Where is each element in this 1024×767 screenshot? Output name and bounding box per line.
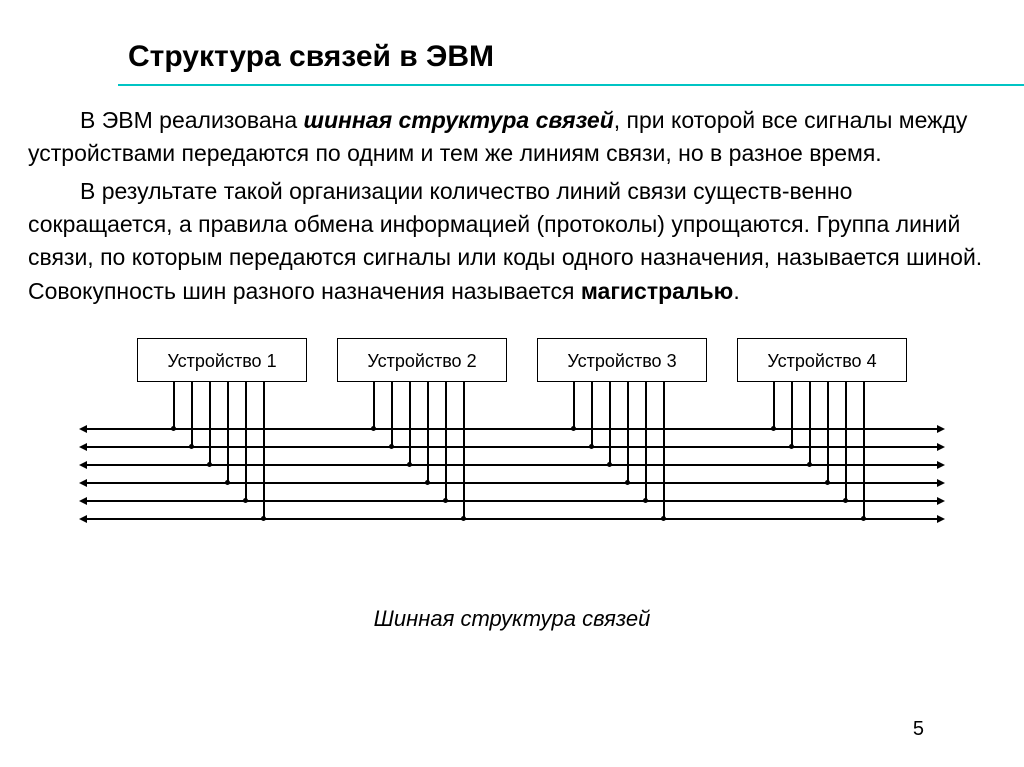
connector-dot-2-3: [407, 462, 412, 467]
paragraph-1: В ЭВМ реализована шинная структура связе…: [28, 104, 996, 171]
connector-dot-2-5: [443, 498, 448, 503]
device-box-3: Устройство 3: [537, 338, 707, 382]
connector-4-1: [773, 382, 775, 428]
connector-1-3: [209, 382, 211, 464]
connector-dot-2-2: [389, 444, 394, 449]
connector-dot-2-4: [425, 480, 430, 485]
p2-pre: В результате такой организации количеств…: [28, 178, 982, 304]
connector-2-4: [427, 382, 429, 482]
connector-dot-4-1: [771, 426, 776, 431]
connector-3-3: [609, 382, 611, 464]
bus-line-5: [87, 500, 937, 502]
body-text: В ЭВМ реализована шинная структура связе…: [28, 104, 996, 308]
p2-post: .: [733, 278, 739, 304]
connector-dot-3-6: [661, 516, 666, 521]
diagram-caption: Шинная структура связей: [28, 606, 996, 632]
connector-3-5: [645, 382, 647, 500]
p1-pre: В ЭВМ реализована: [80, 107, 304, 133]
slide-title: Структура связей в ЭВМ: [128, 40, 996, 74]
bus-arrow-left-4: [79, 479, 87, 487]
connector-dot-1-4: [225, 480, 230, 485]
connector-dot-4-2: [789, 444, 794, 449]
bus-diagram: Устройство 1 Устройство 2 Устройство 3 Устр…: [77, 338, 947, 598]
bus-arrow-left-5: [79, 497, 87, 505]
connector-2-3: [409, 382, 411, 464]
bus-arrow-right-1: [937, 425, 945, 433]
connector-1-1: [173, 382, 175, 428]
connector-dot-4-3: [807, 462, 812, 467]
connector-dot-3-5: [643, 498, 648, 503]
p2-em: магистралью: [581, 278, 734, 304]
connector-1-6: [263, 382, 265, 518]
connector-dot-4-5: [843, 498, 848, 503]
connector-4-2: [791, 382, 793, 446]
connector-2-5: [445, 382, 447, 500]
connector-4-6: [863, 382, 865, 518]
device-box-4: Устройство 4: [737, 338, 907, 382]
connector-dot-1-3: [207, 462, 212, 467]
device-box-1: Устройство 1: [137, 338, 307, 382]
connector-dot-4-6: [861, 516, 866, 521]
connector-2-2: [391, 382, 393, 446]
connector-dot-1-5: [243, 498, 248, 503]
bus-line-4: [87, 482, 937, 484]
connector-dot-1-2: [189, 444, 194, 449]
bus-arrow-right-3: [937, 461, 945, 469]
bus-arrow-right-2: [937, 443, 945, 451]
bus-arrow-left-6: [79, 515, 87, 523]
connector-dot-1-1: [171, 426, 176, 431]
connector-3-4: [627, 382, 629, 482]
connector-1-4: [227, 382, 229, 482]
paragraph-2: В результате такой организации количеств…: [28, 175, 996, 308]
connector-4-3: [809, 382, 811, 464]
bus-arrow-right-4: [937, 479, 945, 487]
connector-2-1: [373, 382, 375, 428]
connector-1-2: [191, 382, 193, 446]
bus-arrow-left-3: [79, 461, 87, 469]
connector-4-5: [845, 382, 847, 500]
p1-em: шинная структура связей: [304, 107, 614, 133]
bus-arrow-right-6: [937, 515, 945, 523]
connector-dot-2-6: [461, 516, 466, 521]
connector-4-4: [827, 382, 829, 482]
bus-line-6: [87, 518, 937, 520]
connector-2-6: [463, 382, 465, 518]
connector-dot-3-3: [607, 462, 612, 467]
connector-3-6: [663, 382, 665, 518]
title-rule: [118, 84, 1024, 86]
connector-3-2: [591, 382, 593, 446]
page-number: 5: [913, 718, 924, 741]
connector-dot-1-6: [261, 516, 266, 521]
bus-arrow-right-5: [937, 497, 945, 505]
bus-arrow-left-1: [79, 425, 87, 433]
device-box-2: Устройство 2: [337, 338, 507, 382]
connector-dot-2-1: [371, 426, 376, 431]
connector-3-1: [573, 382, 575, 428]
connector-1-5: [245, 382, 247, 500]
connector-dot-3-4: [625, 480, 630, 485]
connector-dot-4-4: [825, 480, 830, 485]
connector-dot-3-1: [571, 426, 576, 431]
bus-arrow-left-2: [79, 443, 87, 451]
connector-dot-3-2: [589, 444, 594, 449]
